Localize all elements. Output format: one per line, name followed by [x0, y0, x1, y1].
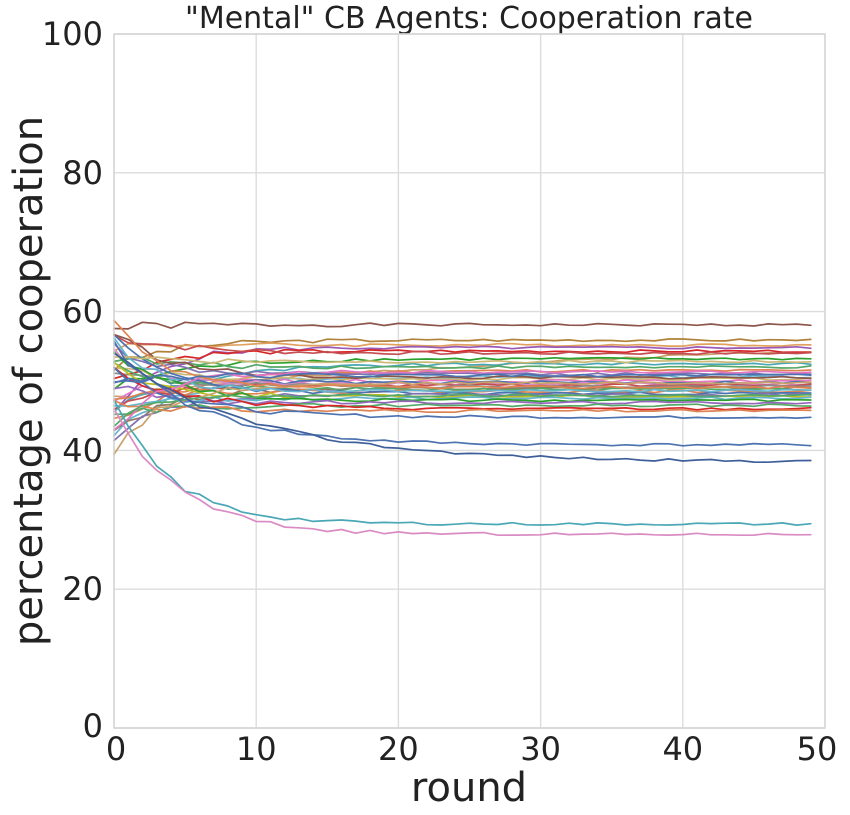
x-tick-label: 20	[378, 730, 419, 768]
x-tick-label: 0	[106, 730, 126, 768]
y-tick-label: 100	[42, 15, 103, 53]
chart-title: "Mental" CB Agents: Cooperation rate	[185, 1, 753, 36]
series-line	[113, 338, 812, 372]
series-line	[113, 352, 812, 464]
series-line	[113, 380, 812, 456]
x-tick-label: 40	[662, 730, 703, 768]
x-tick-label: 10	[236, 730, 277, 768]
series-line	[113, 342, 812, 352]
series-lines	[113, 319, 812, 537]
series-line	[113, 372, 812, 384]
x-tick-label: 30	[520, 730, 561, 768]
series-line	[113, 321, 812, 330]
series-line	[113, 319, 812, 390]
series-line	[113, 340, 812, 447]
series-line	[113, 385, 812, 405]
series-line	[113, 396, 812, 407]
series-line	[113, 408, 812, 537]
series-line	[113, 402, 812, 416]
series-line	[113, 356, 812, 370]
series-line	[113, 333, 812, 380]
series-line	[113, 399, 812, 526]
x-tick-label: 50	[797, 730, 838, 768]
series-line	[113, 334, 812, 356]
x-tick-labels: 0 10 20 30 40 50	[106, 730, 838, 768]
series-line	[113, 361, 812, 413]
y-tick-labels: 0 20 40 60 80 100	[42, 15, 103, 745]
y-tick-label: 0	[83, 707, 103, 745]
y-tick-label: 40	[62, 431, 103, 469]
series-line	[113, 348, 812, 380]
series-line	[113, 399, 812, 414]
x-axis-label: round	[411, 765, 527, 811]
plot-frame	[113, 33, 826, 729]
series-line	[113, 366, 812, 411]
y-axis-label: percentage of cooperation	[6, 116, 52, 646]
series-line	[113, 356, 812, 364]
series-line	[113, 356, 812, 390]
y-tick-label: 60	[62, 293, 103, 331]
series-line	[113, 336, 812, 393]
series-line	[113, 393, 812, 428]
y-tick-label: 20	[62, 570, 103, 608]
series-line	[113, 366, 812, 420]
y-tick-label: 80	[62, 154, 103, 192]
